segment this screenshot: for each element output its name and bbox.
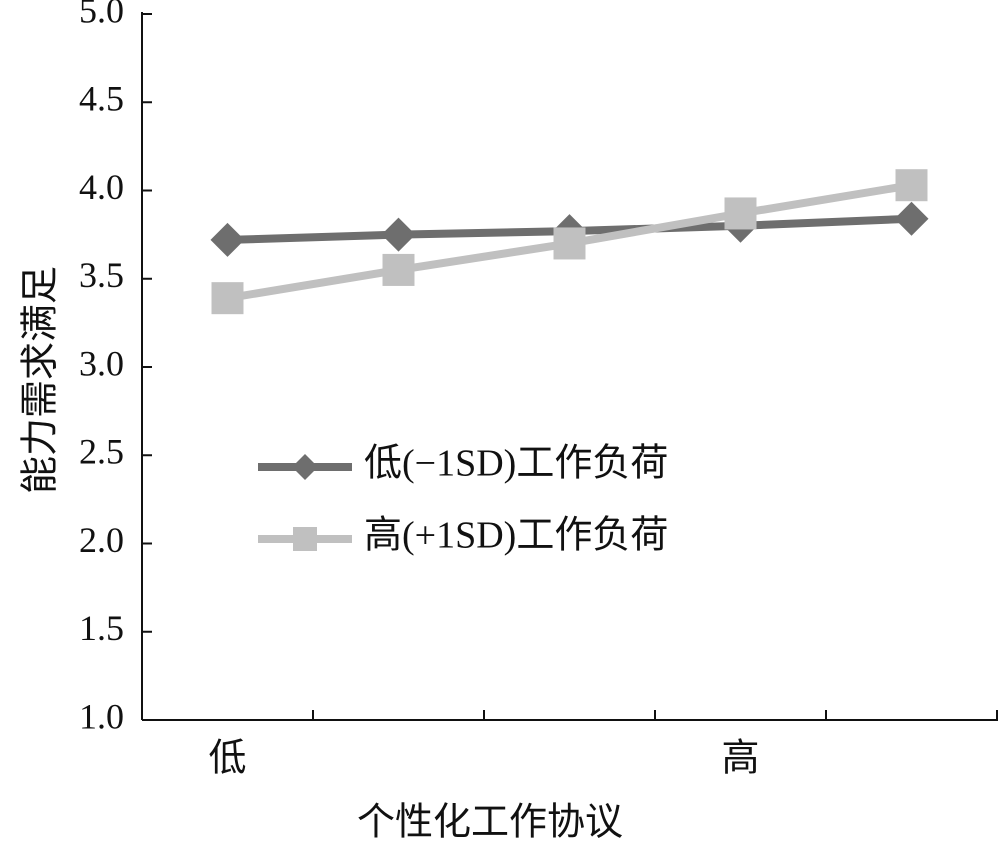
y-tick-label: 3.0 <box>79 343 124 383</box>
y-tick-label: 2.5 <box>79 432 124 472</box>
marker <box>553 227 586 260</box>
y-axis-title: 能力需求满足 <box>20 266 62 494</box>
marker <box>293 527 317 551</box>
y-tick-label: 4.5 <box>79 79 124 119</box>
marker <box>895 169 928 202</box>
marker <box>210 222 245 257</box>
marker <box>382 253 415 286</box>
marker <box>292 454 318 480</box>
marker <box>894 201 929 236</box>
x-tick-label: 高 <box>721 738 759 780</box>
legend-label: 低(−1SD)工作负荷 <box>364 443 668 485</box>
marker <box>381 217 416 252</box>
marker <box>211 282 244 315</box>
legend-label: 高(+1SD)工作负荷 <box>364 515 668 557</box>
y-tick-label: 2.0 <box>79 520 124 560</box>
y-tick-label: 4.0 <box>79 167 124 207</box>
marker <box>724 197 757 230</box>
x-tick-label: 低 <box>208 738 246 780</box>
y-tick-label: 1.0 <box>79 696 124 736</box>
y-tick-label: 3.5 <box>79 255 124 295</box>
y-tick-label: 1.5 <box>79 608 124 648</box>
y-tick-label: 5.0 <box>79 0 124 30</box>
x-axis-title: 个性化工作协议 <box>357 802 623 844</box>
